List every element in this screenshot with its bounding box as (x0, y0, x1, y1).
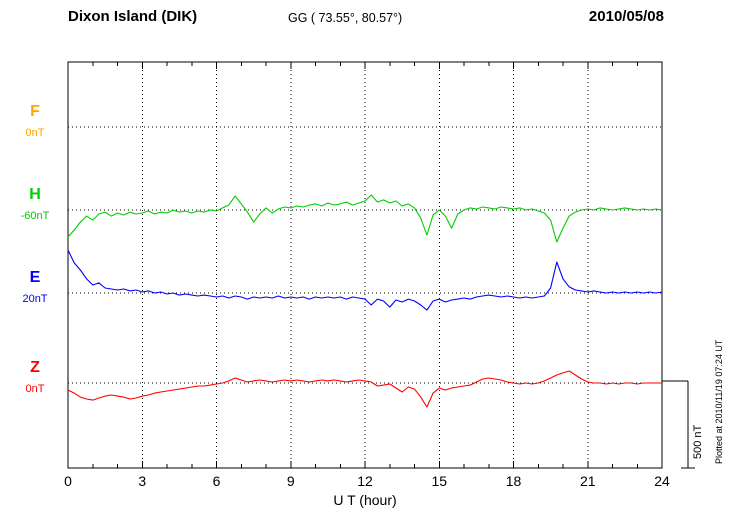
plot-date: 2010/05/08 (588, 8, 664, 25)
component-reference-H: -60nT (20, 210, 50, 222)
component-letter-E: E (29, 269, 41, 286)
x-tick-label: 18 (506, 473, 522, 489)
component-letter-H: H (29, 186, 41, 203)
x-tick-label: 24 (654, 473, 670, 489)
x-tick-label: 12 (357, 473, 373, 489)
x-tick-label: 9 (287, 473, 295, 489)
component-letter-F: F (30, 103, 40, 120)
component-reference-Z: 0nT (25, 383, 45, 395)
trace-E (67, 249, 663, 311)
plotted-at-label: Plotted at 2010/11/19 07:24 UT (714, 339, 724, 464)
component-label-F: F 0nT (6, 103, 64, 139)
station-coordinates: GG ( 73.55°, 80.57°) (288, 11, 403, 25)
component-label-H: H -60nT (6, 186, 64, 222)
trace-Z (67, 370, 662, 408)
component-label-E: E 20nT (6, 269, 64, 305)
station-title: Dixon Island (DIK) (68, 8, 198, 25)
component-label-Z: Z 0nT (6, 359, 64, 395)
x-tick-label: 3 (138, 473, 146, 489)
x-tick-label: 21 (580, 473, 596, 489)
x-tick-label: 15 (431, 473, 447, 489)
scalebar-label: 500 nT (692, 424, 704, 459)
x-tick-label: 6 (213, 473, 221, 489)
component-reference-F: 0nT (25, 127, 45, 139)
trace-H (67, 194, 663, 243)
component-letter-Z: Z (30, 359, 40, 376)
x-axis-label: U T (hour) (333, 492, 397, 508)
x-tick-label: 0 (64, 473, 72, 489)
plot-frame (67, 61, 663, 469)
component-reference-E: 20nT (22, 293, 48, 305)
